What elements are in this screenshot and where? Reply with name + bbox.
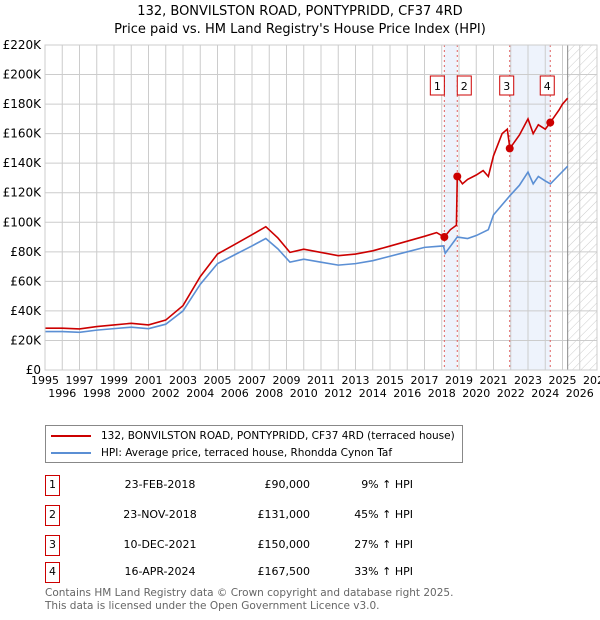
x-tick-label: 2023	[514, 374, 542, 387]
sale-label-box	[539, 75, 555, 96]
sale-point	[546, 118, 555, 127]
sale-price: £131,000	[257, 508, 311, 521]
sale-hpi: 45% ↑ HPI	[354, 508, 413, 521]
hpi-line	[45, 165, 569, 334]
y-tick-label: £100K	[3, 215, 43, 229]
x-tick-label: 2001	[135, 374, 163, 387]
x-tick-label: 2025	[549, 374, 577, 387]
x-tick-label: 2002	[152, 387, 180, 400]
sale-date: 16-APR-2024	[124, 565, 196, 578]
sale-number: 1	[45, 475, 60, 496]
y-tick-label: £60K	[10, 274, 42, 288]
sale-label-box	[499, 75, 515, 96]
sale-price: £150,000	[257, 538, 311, 551]
x-tick-label: 2013	[342, 374, 370, 387]
y-tick-label: £220K	[3, 38, 43, 52]
y-tick-label: £40K	[10, 304, 42, 318]
x-tick-label: 2015	[376, 374, 404, 387]
sale-label-number: 1	[434, 80, 441, 93]
sale-price: £90,000	[264, 478, 311, 491]
x-tick-label: 2009	[273, 374, 301, 387]
x-tick-label: 1997	[66, 374, 94, 387]
x-tick-label: 2004	[186, 387, 214, 400]
x-tick-label: 1998	[83, 387, 111, 400]
sale-date: 23-NOV-2018	[123, 508, 197, 521]
chart-subtitle: Price paid vs. HM Land Registry's House …	[114, 22, 486, 37]
sale-label-number: 2	[461, 80, 468, 93]
x-tick-label: 2010	[290, 387, 318, 400]
x-tick-label: 2008	[255, 387, 283, 400]
footer: Contains HM Land Registry data © Crown c…	[45, 587, 453, 613]
x-tick-label: 2003	[169, 374, 197, 387]
sale-label-box	[456, 75, 472, 96]
future-hatch	[567, 45, 597, 370]
sale-hpi: 33% ↑ HPI	[354, 565, 413, 578]
legend-swatch-property	[51, 435, 91, 437]
chart-title: 132, BONVILSTON ROAD, PONTYPRIDD, CF37 4…	[137, 4, 463, 19]
y-tick-label: £180K	[3, 97, 43, 111]
x-tick-label: 2007	[238, 374, 266, 387]
x-tick-label: 2016	[393, 387, 421, 400]
sale-label-number: 4	[544, 80, 551, 93]
x-tick-label: 2005	[204, 374, 232, 387]
x-tick-label: 1996	[48, 387, 76, 400]
x-tick-label: 2021	[480, 374, 508, 387]
plot-border	[44, 44, 598, 371]
legend: 132, BONVILSTON ROAD, PONTYPRIDD, CF37 4…	[45, 425, 463, 463]
sale-band	[444, 45, 458, 370]
x-tick-label: 2018	[428, 387, 456, 400]
sale-number: 2	[45, 505, 60, 526]
plot-area: £0 £20K £40K £60K £80K £100K £120K £140K £160K £1…	[3, 38, 600, 400]
sale-point	[505, 144, 514, 153]
sale-hpi: 27% ↑ HPI	[354, 538, 413, 551]
y-tick-label: £0	[26, 363, 41, 377]
y-tick-label: £160K	[3, 127, 43, 141]
sale-point	[440, 233, 449, 242]
x-tick-label: 2019	[445, 374, 473, 387]
legend-label-property: 132, BONVILSTON ROAD, PONTYPRIDD, CF37 4…	[101, 430, 455, 442]
sale-date: 10-DEC-2021	[123, 538, 197, 551]
legend-label-hpi: HPI: Average price, terraced house, Rhon…	[101, 447, 393, 459]
x-tick-label: 2011	[307, 374, 335, 387]
sale-row: 4 16-APR-2024 £167,500 33% ↑ HPI	[45, 562, 445, 583]
x-tick-label: 2006	[221, 387, 249, 400]
x-tick-label: 2017	[411, 374, 439, 387]
sale-point	[453, 172, 462, 181]
y-tick-label: £200K	[3, 68, 43, 82]
sale-label-number: 3	[503, 80, 510, 93]
legend-swatch-hpi	[51, 452, 91, 454]
sale-number: 3	[45, 535, 60, 556]
x-tick-label: 2022	[497, 387, 525, 400]
sale-label-box	[429, 75, 445, 96]
sale-date: 23-FEB-2018	[124, 478, 196, 491]
footer-line-1: Contains HM Land Registry data © Crown c…	[45, 587, 454, 599]
sale-row: 3 10-DEC-2021 £150,000 27% ↑ HPI	[45, 535, 445, 556]
x-tick-label: 2026	[566, 387, 594, 400]
x-tick-label: 2014	[359, 387, 387, 400]
x-tick-label: 2024	[531, 387, 559, 400]
y-tick-label: £80K	[10, 245, 42, 259]
y-tick-label: £20K	[10, 333, 42, 347]
x-tick-label: 2027	[583, 374, 600, 387]
x-tick-label: 1995	[31, 374, 59, 387]
x-tick-label: 2000	[117, 387, 145, 400]
sale-hpi: 9% ↑ HPI	[361, 478, 413, 491]
x-tick-label: 2020	[462, 387, 490, 400]
footer-line-2: This data is licensed under the Open Gov…	[45, 600, 380, 612]
property-price-line	[45, 97, 569, 330]
y-tick-label: £140K	[3, 156, 43, 170]
sale-band	[509, 45, 551, 370]
sale-row: 1 23-FEB-2018 £90,000 9% ↑ HPI	[45, 475, 445, 496]
x-tick-label: 1999	[100, 374, 128, 387]
sale-number: 4	[45, 562, 60, 583]
y-tick-label: £120K	[3, 186, 43, 200]
sale-price: £167,500	[257, 565, 311, 578]
x-tick-label: 2012	[324, 387, 352, 400]
sale-row: 2 23-NOV-2018 £131,000 45% ↑ HPI	[45, 505, 445, 526]
